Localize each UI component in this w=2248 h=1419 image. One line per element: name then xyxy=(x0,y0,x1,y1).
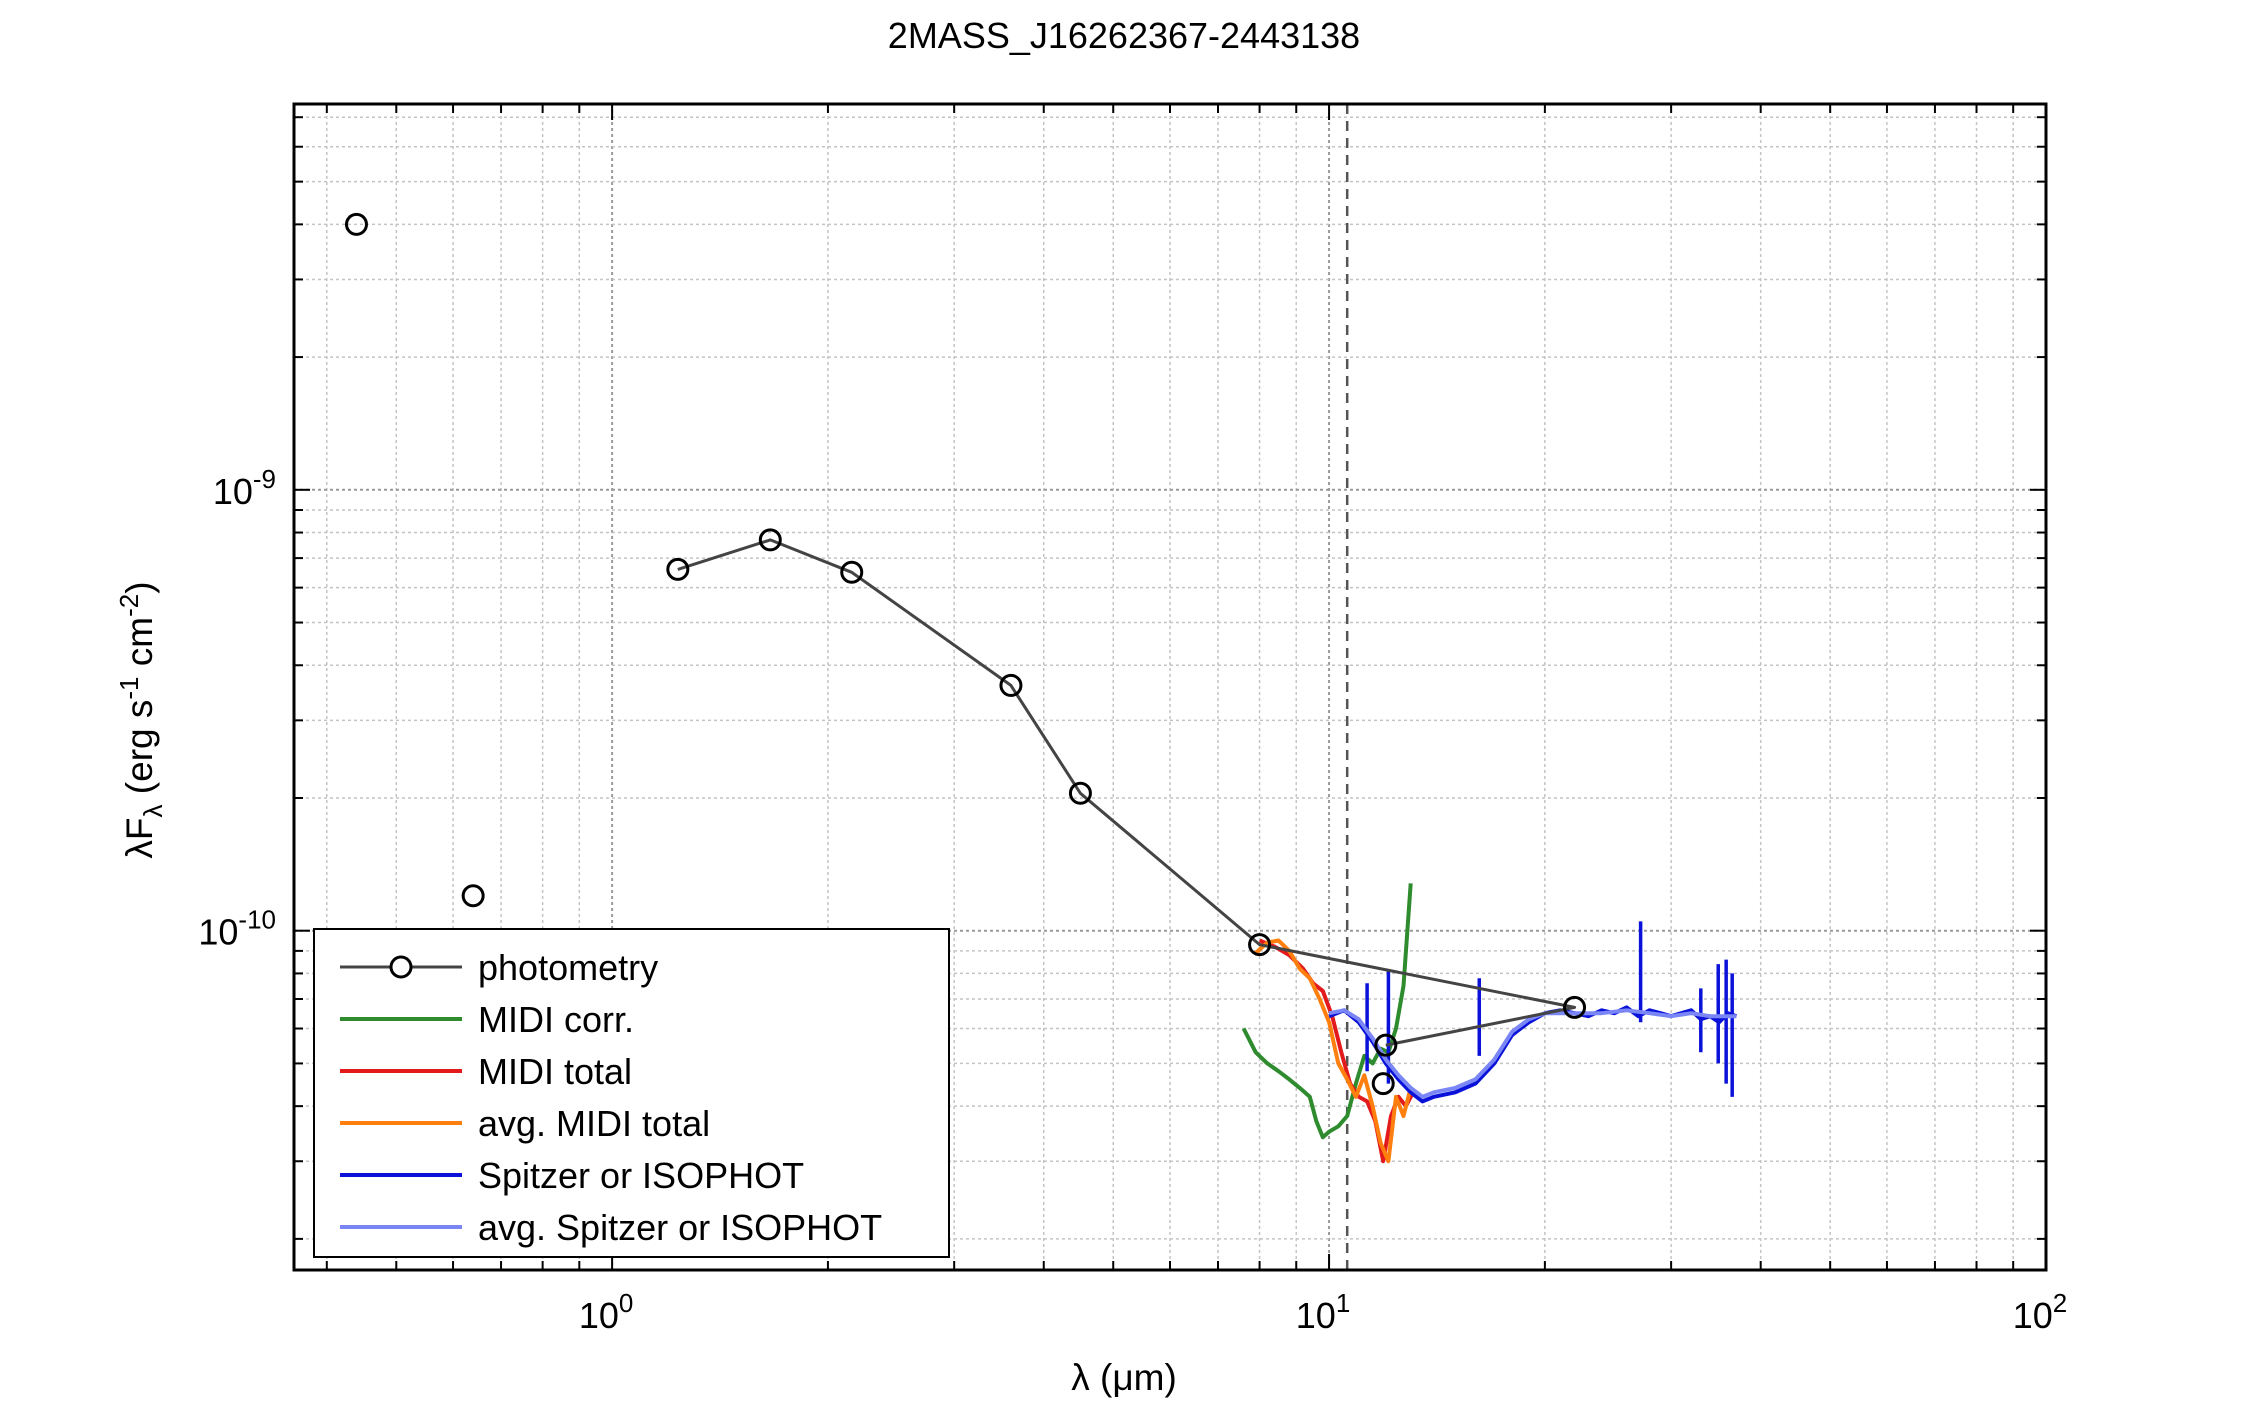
plot-frame xyxy=(292,102,2048,1272)
legend-entry-label: avg. Spitzer or ISOPHOT xyxy=(478,1207,882,1248)
legend-entry-label: MIDI total xyxy=(478,1051,632,1092)
y-axis-label-unit-3: ) xyxy=(119,581,160,593)
x-axis-label-unit: (μm) xyxy=(1090,1357,1177,1398)
series-layer xyxy=(344,104,1738,1270)
y-axis-label-sup-1: -1 xyxy=(114,676,144,699)
photometry-point xyxy=(1563,995,1587,1019)
legend-entry-label: photometry xyxy=(478,947,658,988)
photometry-point xyxy=(758,528,782,552)
tick-labels: 100 101 102 10-10 10-9 xyxy=(198,464,2067,1336)
legend-box xyxy=(313,928,950,1258)
photometry-point xyxy=(666,557,690,581)
photometry-point xyxy=(461,884,485,908)
x-axis-label-lambda: λ xyxy=(1071,1357,1090,1398)
x-tick-label: 101 xyxy=(1296,1288,1351,1336)
series-line-photometry xyxy=(677,538,1577,1047)
photometry-point xyxy=(1248,933,1272,957)
y-axis-label-lambda-f: λF xyxy=(119,817,160,858)
grid-lines xyxy=(294,104,2047,1270)
y-axis-label-sup-2: -2 xyxy=(114,594,144,617)
photometry-point xyxy=(999,673,1023,697)
y-tick-label: 10-9 xyxy=(213,464,276,512)
legend-marker xyxy=(389,955,413,979)
chart-title: 2MASS_J16262367-2443138 xyxy=(888,15,1360,56)
photometry-point xyxy=(1374,1033,1398,1057)
y-axis-label: λFλ (erg s-1 cm-2) xyxy=(114,581,168,858)
y-axis-label-unit-1: (erg s xyxy=(119,700,160,805)
y-axis-label-sub: λ xyxy=(138,804,168,817)
x-tick-label: 102 xyxy=(2013,1288,2068,1336)
x-axis-label: λ (μm) xyxy=(1071,1357,1177,1398)
photometry-point xyxy=(1068,781,1092,805)
photometry-point xyxy=(840,560,864,584)
y-axis-label-unit-2: cm xyxy=(119,617,160,677)
photometry-point xyxy=(344,212,368,236)
x-tick-label: 100 xyxy=(579,1288,634,1336)
legend: photometry MIDI corr. MIDI total avg. MIDI … xyxy=(313,928,950,1258)
legend-entry-label: MIDI corr. xyxy=(478,999,634,1040)
y-tick-label: 10-10 xyxy=(198,905,276,953)
legend-entry-label: avg. MIDI total xyxy=(478,1103,710,1144)
legend-entry-label: Spitzer or ISOPHOT xyxy=(478,1155,804,1196)
plot-area xyxy=(344,104,1738,1270)
photometry-point xyxy=(1371,1072,1395,1096)
